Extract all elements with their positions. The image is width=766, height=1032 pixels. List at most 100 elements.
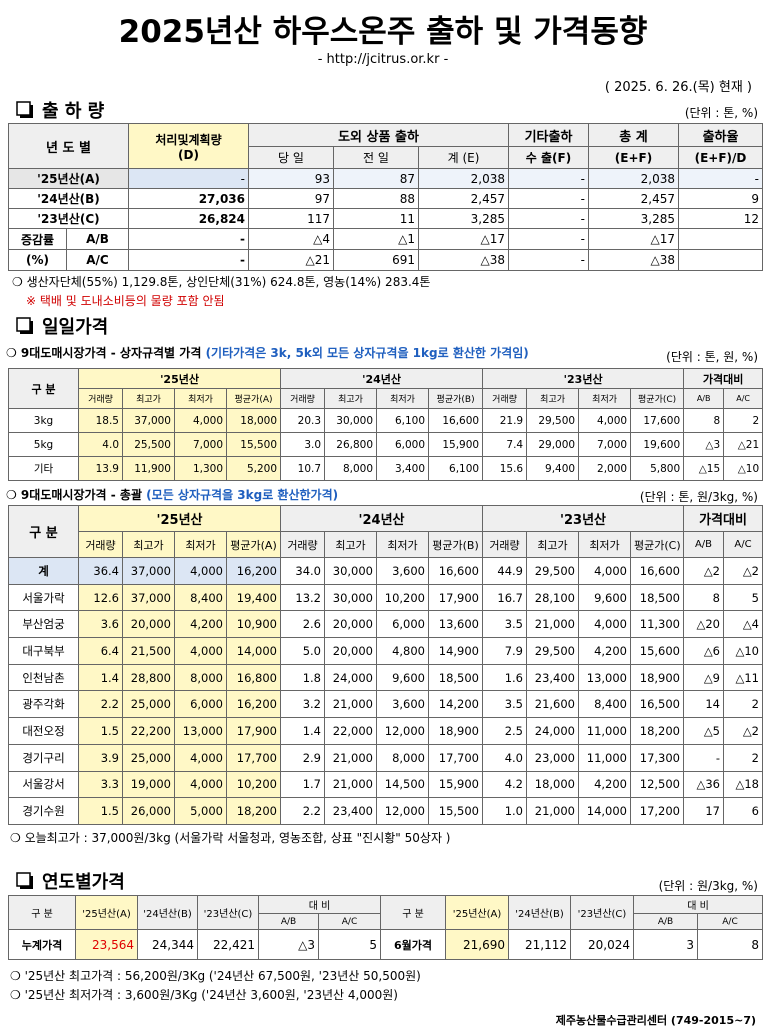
table-row: '25년산(A) -93 87 2,038-2,038-: [8, 168, 764, 189]
row-label: 인천남촌: [8, 663, 79, 692]
value-cell: [678, 249, 764, 271]
value-cell: △21: [723, 432, 764, 457]
value-cell: 14,500: [376, 770, 429, 799]
row-label: 누계가격: [8, 929, 76, 960]
value-cell: 1.5: [78, 717, 123, 745]
value-cell: 2,000: [578, 456, 632, 481]
header-cell: A/B: [258, 913, 319, 930]
header-cell: 가격대비: [683, 505, 763, 532]
table-row: 구 분 '25년산 '24년산 '23년산 가격대비: [8, 505, 763, 558]
value-cell: 5,000: [174, 797, 227, 825]
value-cell: 16,600: [428, 408, 484, 433]
row-label: A/B: [66, 228, 129, 250]
value-cell: 4,000: [174, 743, 227, 772]
value-cell: 27,036: [128, 188, 249, 209]
section-icon: [16, 101, 33, 118]
table-row: 거래량 최고가 최저가 평균가(A) 거래량 최고가 최저가 평균가(B) 거래량 최고가 최저가 평…: [9, 531, 763, 558]
header-cell: A/C: [723, 531, 763, 558]
header-cell: 거래량: [78, 388, 123, 409]
header-cell: 도외 상품 출하: [247, 123, 510, 147]
value-cell: 13.9: [78, 456, 123, 481]
value-cell: 1,300: [174, 456, 227, 481]
header-cell: A/C: [697, 913, 763, 930]
table-row: 광주각화 2.2 25,000 6,000 16,200 3.2 21,000 3,600 14…: [8, 690, 763, 719]
value-cell: 12,500: [630, 770, 684, 799]
value-cell: 21,000: [324, 770, 377, 799]
value-cell: -: [508, 249, 590, 271]
header-cell: 년 도 별: [8, 123, 129, 169]
value-cell: 93: [248, 168, 334, 189]
value-cell: 7,000: [174, 432, 227, 457]
header-cell: 최고가: [526, 388, 580, 409]
value-cell: 9: [678, 188, 764, 209]
value-cell: 9,600: [376, 663, 429, 692]
value-cell: △18: [723, 770, 763, 799]
value-cell: 16,200: [226, 690, 281, 719]
table-row: 년 도 별 처리및계획량 (D) 도외 상품 출하 기타출하 총 계 출하율: [8, 123, 764, 169]
value-cell: 23,000: [526, 743, 579, 772]
header-cell: A/B: [633, 913, 698, 930]
header-cell: 평균가(B): [428, 388, 484, 409]
value-cell: 87: [333, 168, 419, 189]
value-cell: 4,000: [174, 557, 227, 585]
table-row: 인천남촌 1.4 28,800 8,000 16,800 1.8 24,000 9,600 18…: [8, 663, 763, 692]
header-cell: 최저가: [174, 531, 227, 558]
value-cell: 21,000: [324, 743, 377, 772]
section-header: 출 하 량: [16, 97, 104, 123]
value-cell: 16.7: [482, 583, 527, 612]
header-cell: 평균가(B): [428, 531, 483, 558]
value-cell: 2,038: [588, 168, 680, 189]
row-label: 기타: [8, 456, 79, 481]
header-cell: 기타출하: [508, 123, 590, 147]
value-cell: 14,000: [226, 637, 281, 665]
value-cell: 21,690: [445, 929, 509, 960]
value-cell: 7.9: [482, 637, 527, 665]
value-cell: 5.0: [280, 637, 325, 665]
section-title: 연도별가격: [42, 872, 125, 893]
value-cell: 1.0: [482, 797, 527, 825]
row-label: 대전오정: [8, 717, 79, 745]
header-cell: '24년산: [280, 505, 483, 532]
value-cell: 3,600: [376, 557, 429, 585]
value-cell: 17,700: [428, 743, 483, 772]
value-cell: 19,000: [122, 770, 175, 799]
value-cell: 21,000: [324, 690, 377, 719]
value-cell: 3.0: [280, 432, 326, 457]
table-row: 기타 13.9 11,900 1,300 5,200 10.7 8,000 3,400 6,10…: [8, 456, 764, 481]
header-cell: (E+F): [588, 146, 680, 169]
value-cell: △20: [683, 610, 724, 639]
value-cell: 11,000: [578, 717, 631, 745]
value-cell: 10,200: [376, 583, 429, 612]
value-cell: 4,000: [174, 770, 227, 799]
value-cell: 28,800: [122, 663, 175, 692]
value-cell: 1.5: [78, 797, 123, 825]
value-cell: -: [683, 743, 724, 772]
table-row: (%) A/C - △21 691 △38- △38: [8, 249, 764, 271]
value-cell: 13,000: [174, 717, 227, 745]
value-cell: 16,200: [226, 557, 281, 585]
value-cell: 8: [683, 583, 724, 612]
value-cell: 2: [723, 743, 763, 772]
value-cell: 2: [723, 408, 764, 433]
url: - http://jcitrus.or.kr -: [317, 52, 449, 67]
value-cell: △9: [683, 663, 724, 692]
value-cell: 21,600: [526, 690, 579, 719]
value-cell: 12.6: [78, 583, 123, 612]
value-cell: 11: [333, 208, 419, 229]
value-cell: 8,400: [578, 690, 631, 719]
table-row: 대전오정 1.5 22,200 13,000 17,900 1.4 22,000 12,000…: [8, 717, 763, 745]
table-row: 서울가락 12.6 37,000 8,400 19,400 13.2 30,000 10,20…: [8, 583, 763, 612]
value-cell: 2.5: [482, 717, 527, 745]
value-cell: 19,600: [630, 432, 685, 457]
value-cell: -: [128, 249, 249, 271]
value-cell: △3: [258, 929, 319, 960]
value-cell: 18,900: [630, 663, 684, 692]
header-cell: 거래량: [78, 531, 123, 558]
value-cell: 3.2: [280, 690, 325, 719]
table-row: 서울강서 3.3 19,000 4,000 10,200 1.7 21,000 14,500 1…: [8, 770, 763, 799]
header-cell: '24년산(B): [508, 895, 571, 930]
value-cell: 7.4: [482, 432, 528, 457]
